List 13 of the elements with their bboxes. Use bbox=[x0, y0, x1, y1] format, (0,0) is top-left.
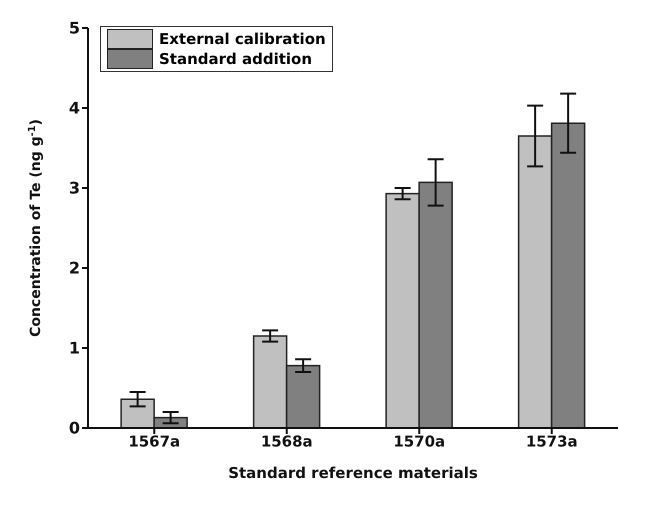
x-tick-label: 1570a bbox=[393, 432, 446, 451]
x-tick-label: 1567a bbox=[128, 432, 180, 451]
legend-label: Standard addition bbox=[159, 49, 312, 69]
y-tick-label: 5 bbox=[68, 18, 80, 38]
x-tick-label: 1573a bbox=[526, 432, 578, 451]
y-tick-label: 3 bbox=[68, 178, 80, 198]
x-tick-label: 1568a bbox=[260, 432, 313, 451]
y-tick-label: 4 bbox=[68, 98, 80, 118]
y-tick-label: 1 bbox=[68, 338, 80, 358]
legend-label: External calibration bbox=[159, 29, 326, 49]
x-axis-title: Standard reference materials bbox=[228, 464, 478, 482]
y-tick-label: 2 bbox=[68, 258, 80, 278]
y-tick-label: 0 bbox=[68, 418, 80, 438]
